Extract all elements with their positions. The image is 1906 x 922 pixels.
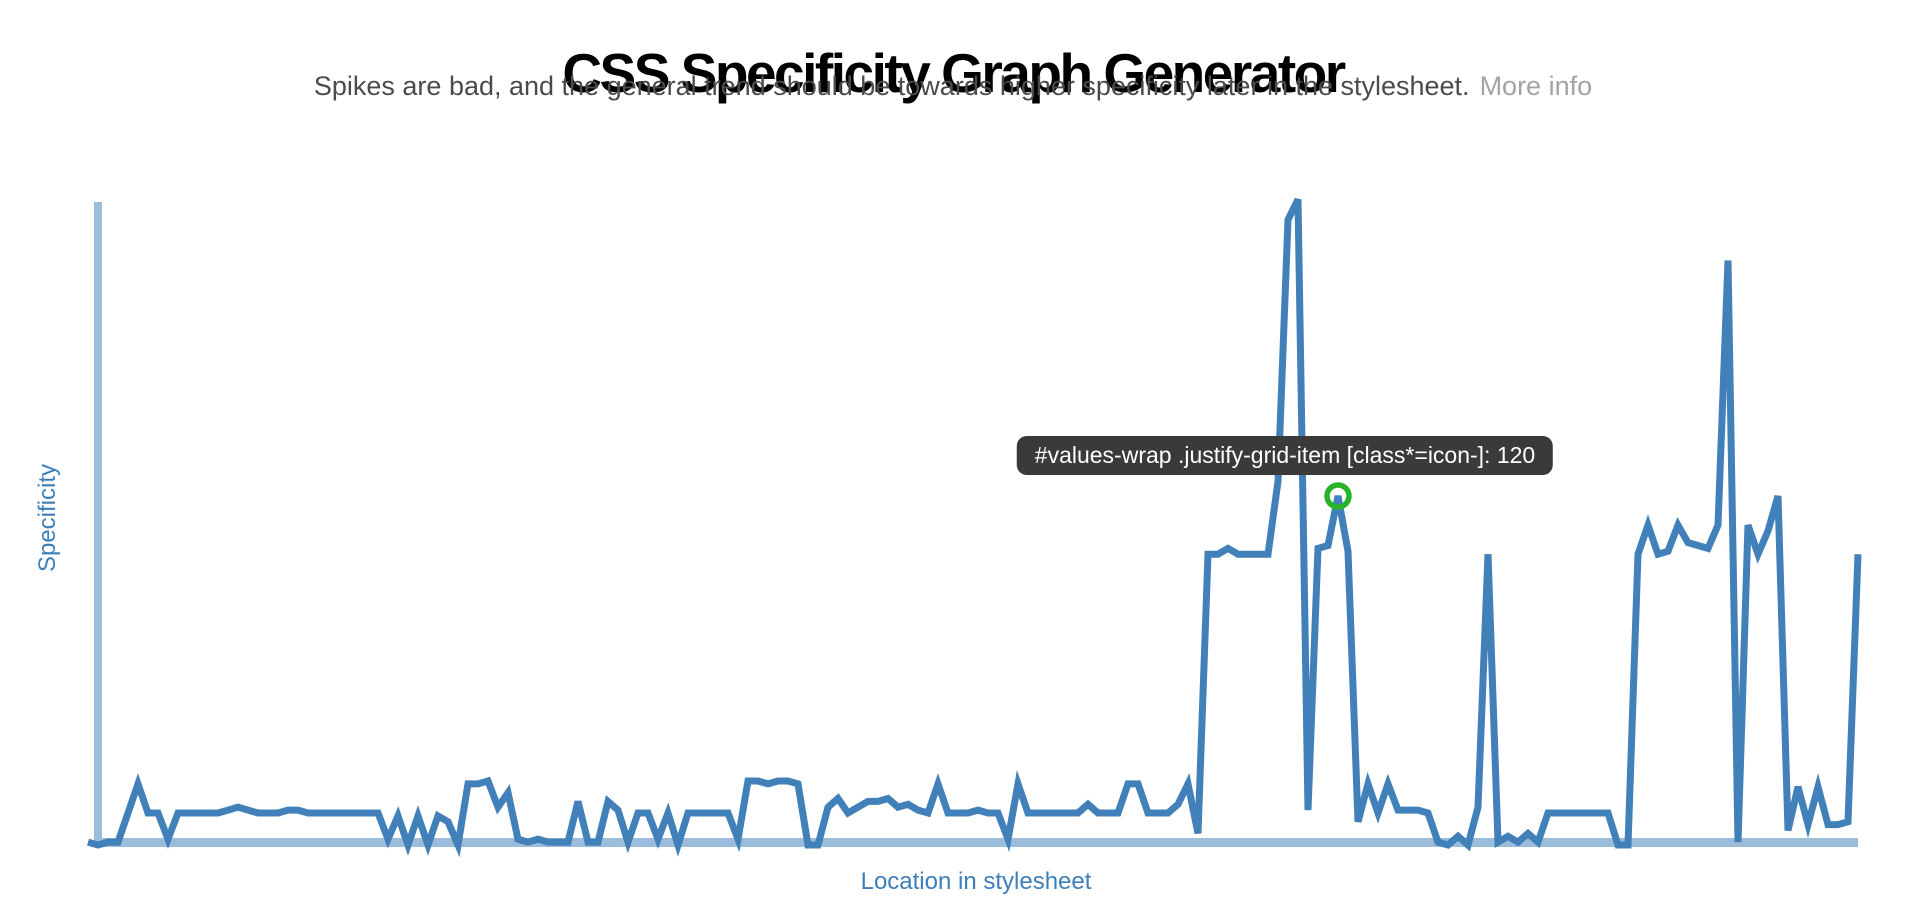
x-axis — [94, 838, 1858, 847]
specificity-line[interactable] — [87, 197, 1862, 858]
more-info-link[interactable]: More info — [1479, 71, 1593, 101]
highlighted-point-marker[interactable] — [1324, 482, 1352, 510]
selector-tooltip: #values-wrap .justify-grid-item [class*=… — [1016, 436, 1554, 475]
x-axis-label: Location in stylesheet — [860, 868, 1092, 895]
page-title: CSS Specificity Graph Generator — [562, 41, 1346, 104]
subtitle-text: Spikes are bad, and the general trend sh… — [313, 71, 1470, 101]
y-axis-label: Specificity — [34, 463, 61, 573]
subtitle: Spikes are bad, and the general trend sh… — [0, 71, 1906, 102]
y-axis — [94, 202, 102, 847]
